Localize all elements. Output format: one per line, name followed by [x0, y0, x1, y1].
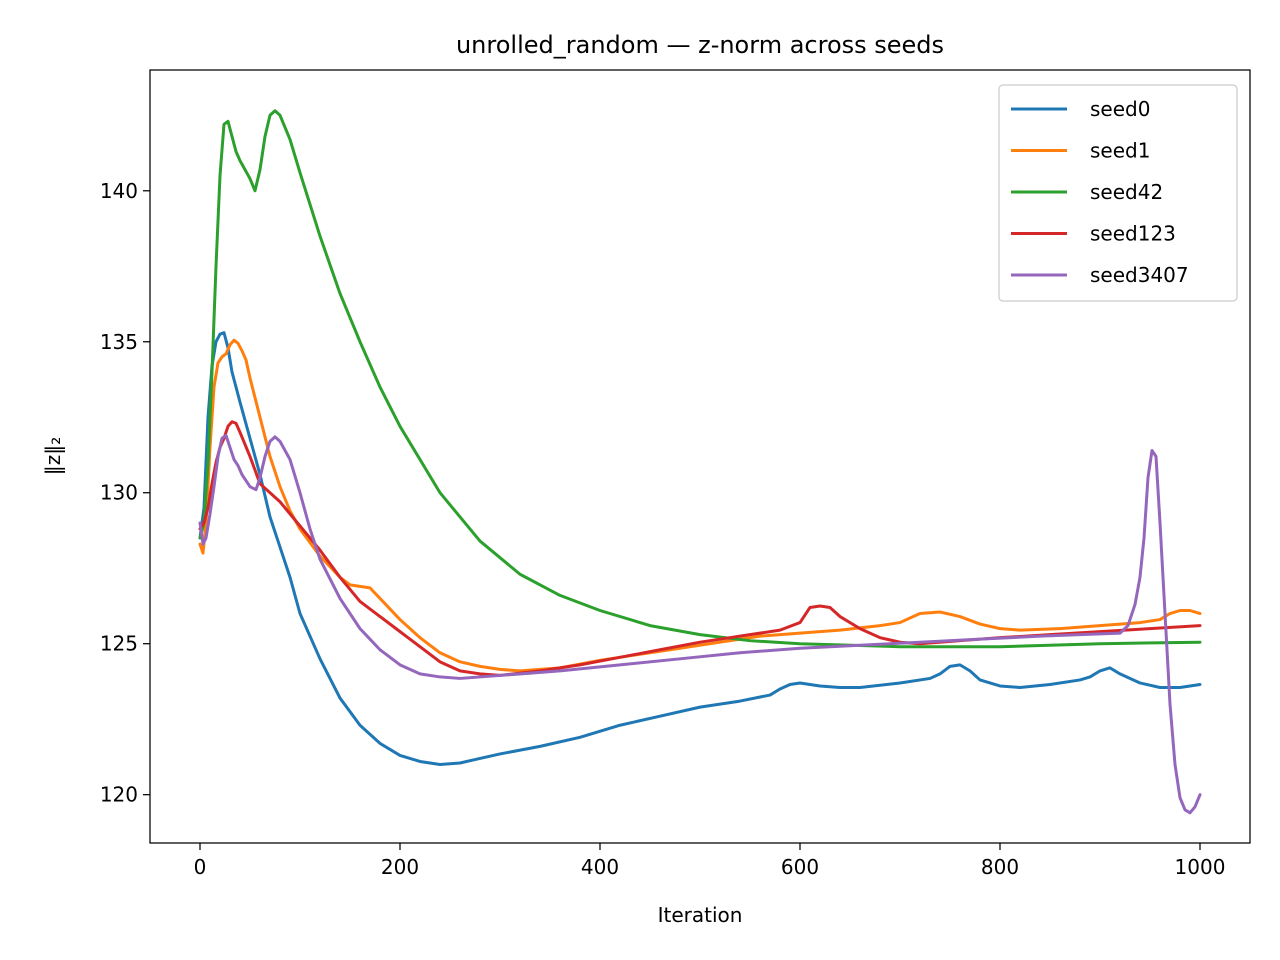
series-layer	[198, 109, 1202, 815]
y-axis-label: ‖z‖₂	[41, 437, 65, 476]
y-tick-label: 140	[100, 179, 138, 203]
series-line-seed3407	[198, 433, 1202, 815]
y-axis: 120 125 130 135 140	[100, 179, 150, 807]
series-line-seed123	[198, 420, 1202, 677]
y-tick-label: 120	[100, 783, 138, 807]
legend-label-seed123: seed123	[1090, 222, 1176, 246]
legend-label-seed0: seed0	[1090, 97, 1150, 121]
legend-box	[998, 84, 1238, 302]
x-tick-label: 1000	[1175, 855, 1226, 879]
y-tick-label: 135	[100, 330, 138, 354]
series-line-seed0	[198, 331, 1202, 766]
x-tick-label: 200	[381, 855, 419, 879]
legend: seed0 seed1 seed42 seed123 seed3407	[998, 84, 1238, 302]
legend-label-seed3407: seed3407	[1090, 263, 1189, 287]
x-tick-label: 600	[781, 855, 819, 879]
series-line-seed1	[198, 338, 1202, 673]
series-line-seed42	[198, 109, 1202, 649]
legend-label-seed42: seed42	[1090, 180, 1163, 204]
x-tick-label: 400	[581, 855, 619, 879]
x-axis: 0 200 400 600 800 1000	[194, 843, 1226, 879]
chart-title: unrolled_random — z-norm across seeds	[456, 31, 944, 59]
y-tick-label: 125	[100, 632, 138, 656]
x-tick-label: 800	[981, 855, 1019, 879]
y-tick-label: 130	[100, 481, 138, 505]
legend-label-seed1: seed1	[1090, 139, 1150, 163]
plot-frame	[149, 69, 1251, 844]
x-tick-label: 0	[194, 855, 207, 879]
x-axis-label: Iteration	[658, 903, 743, 927]
